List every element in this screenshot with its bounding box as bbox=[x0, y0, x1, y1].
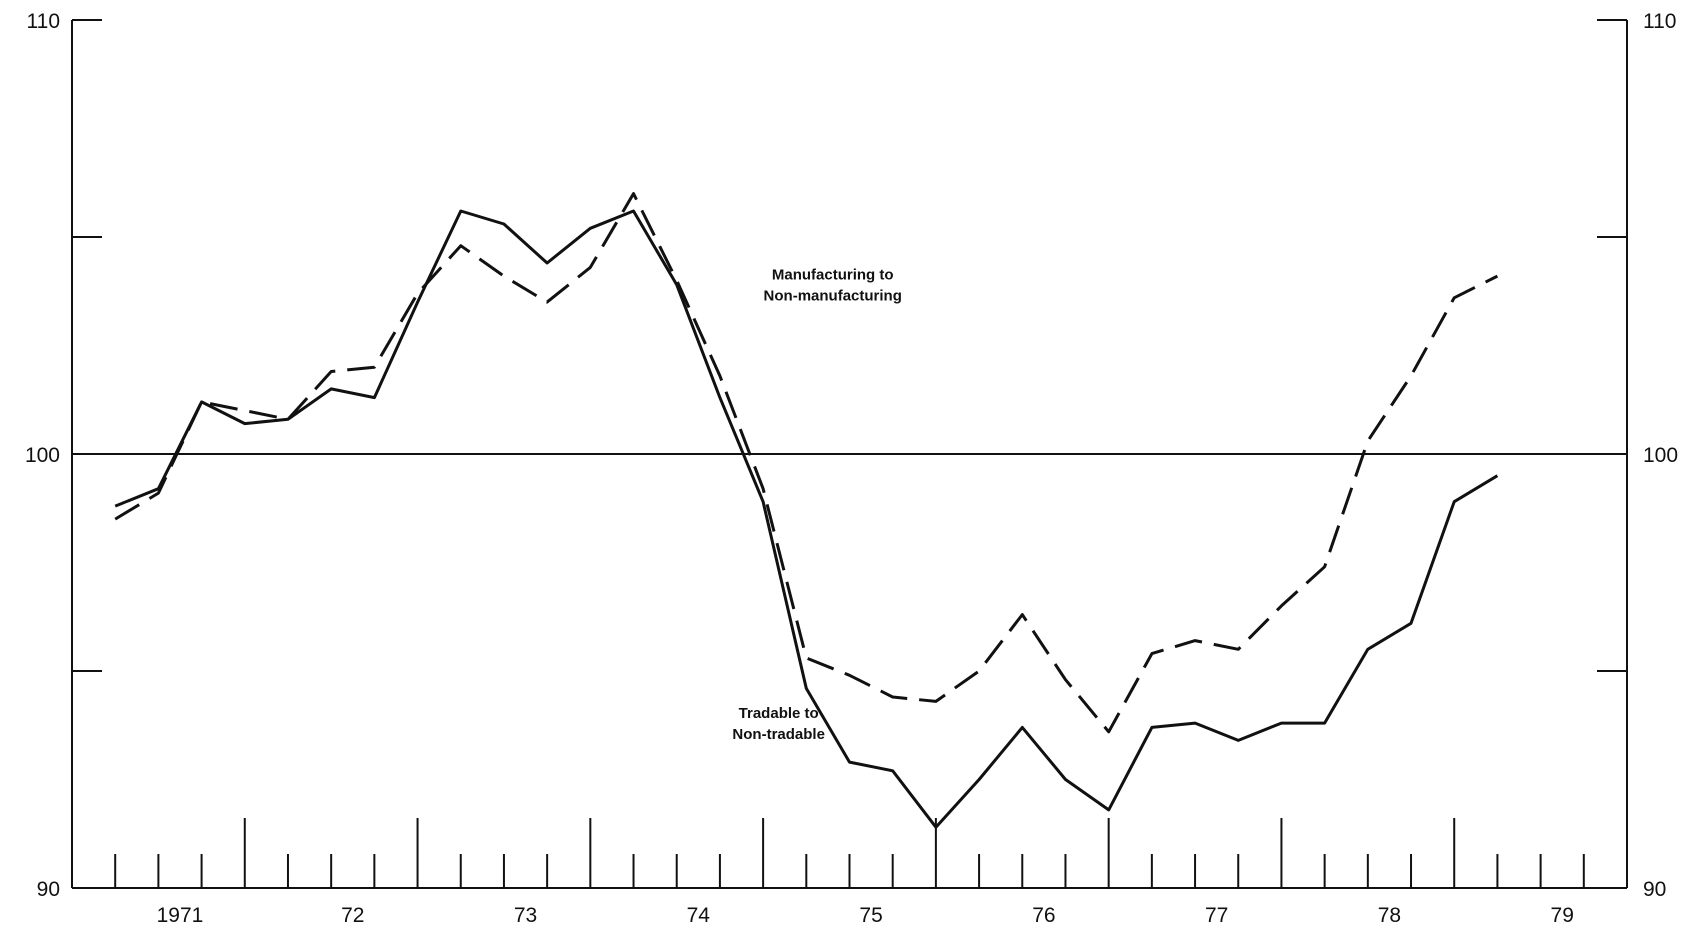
y-tick-label-left: 90 bbox=[37, 878, 60, 901]
x-tick-label: 76 bbox=[1032, 904, 1055, 927]
annotations: Manufacturing to Non-manufacturing Tradabl… bbox=[732, 266, 901, 742]
y-tick-label-right: 90 bbox=[1643, 878, 1666, 901]
x-tick-label: 79 bbox=[1551, 904, 1574, 927]
y-tick-label-right: 100 bbox=[1643, 444, 1678, 467]
x-tick-label: 75 bbox=[859, 904, 882, 927]
series-lines bbox=[114, 192, 1499, 829]
x-tick-label: 1971 bbox=[157, 904, 204, 927]
series-annotation-line: Non-tradable bbox=[732, 726, 825, 743]
x-tick-label: 78 bbox=[1378, 904, 1401, 927]
y-tick-label-left: 100 bbox=[25, 444, 60, 467]
y-tick-label-right: 110 bbox=[1643, 10, 1676, 33]
x-tick-label: 77 bbox=[1205, 904, 1228, 927]
series-annotation-line: Manufacturing to bbox=[772, 266, 894, 283]
series-annotation-line: Non-manufacturing bbox=[764, 287, 902, 304]
series-line-1 bbox=[114, 192, 1499, 734]
y-axis-ticks: 90 90 100 100 110 110 bbox=[25, 10, 1678, 901]
x-axis-ticks: 1971 72 73 74 75 76 77 78 79 bbox=[114, 818, 1585, 927]
series-annotation-line: Tradable to bbox=[739, 705, 819, 722]
x-tick-label: 74 bbox=[687, 904, 711, 927]
series-line-0 bbox=[114, 209, 1499, 829]
x-tick-label: 73 bbox=[514, 904, 537, 927]
y-tick-label-left: 110 bbox=[27, 10, 60, 33]
x-tick-label: 72 bbox=[341, 904, 364, 927]
